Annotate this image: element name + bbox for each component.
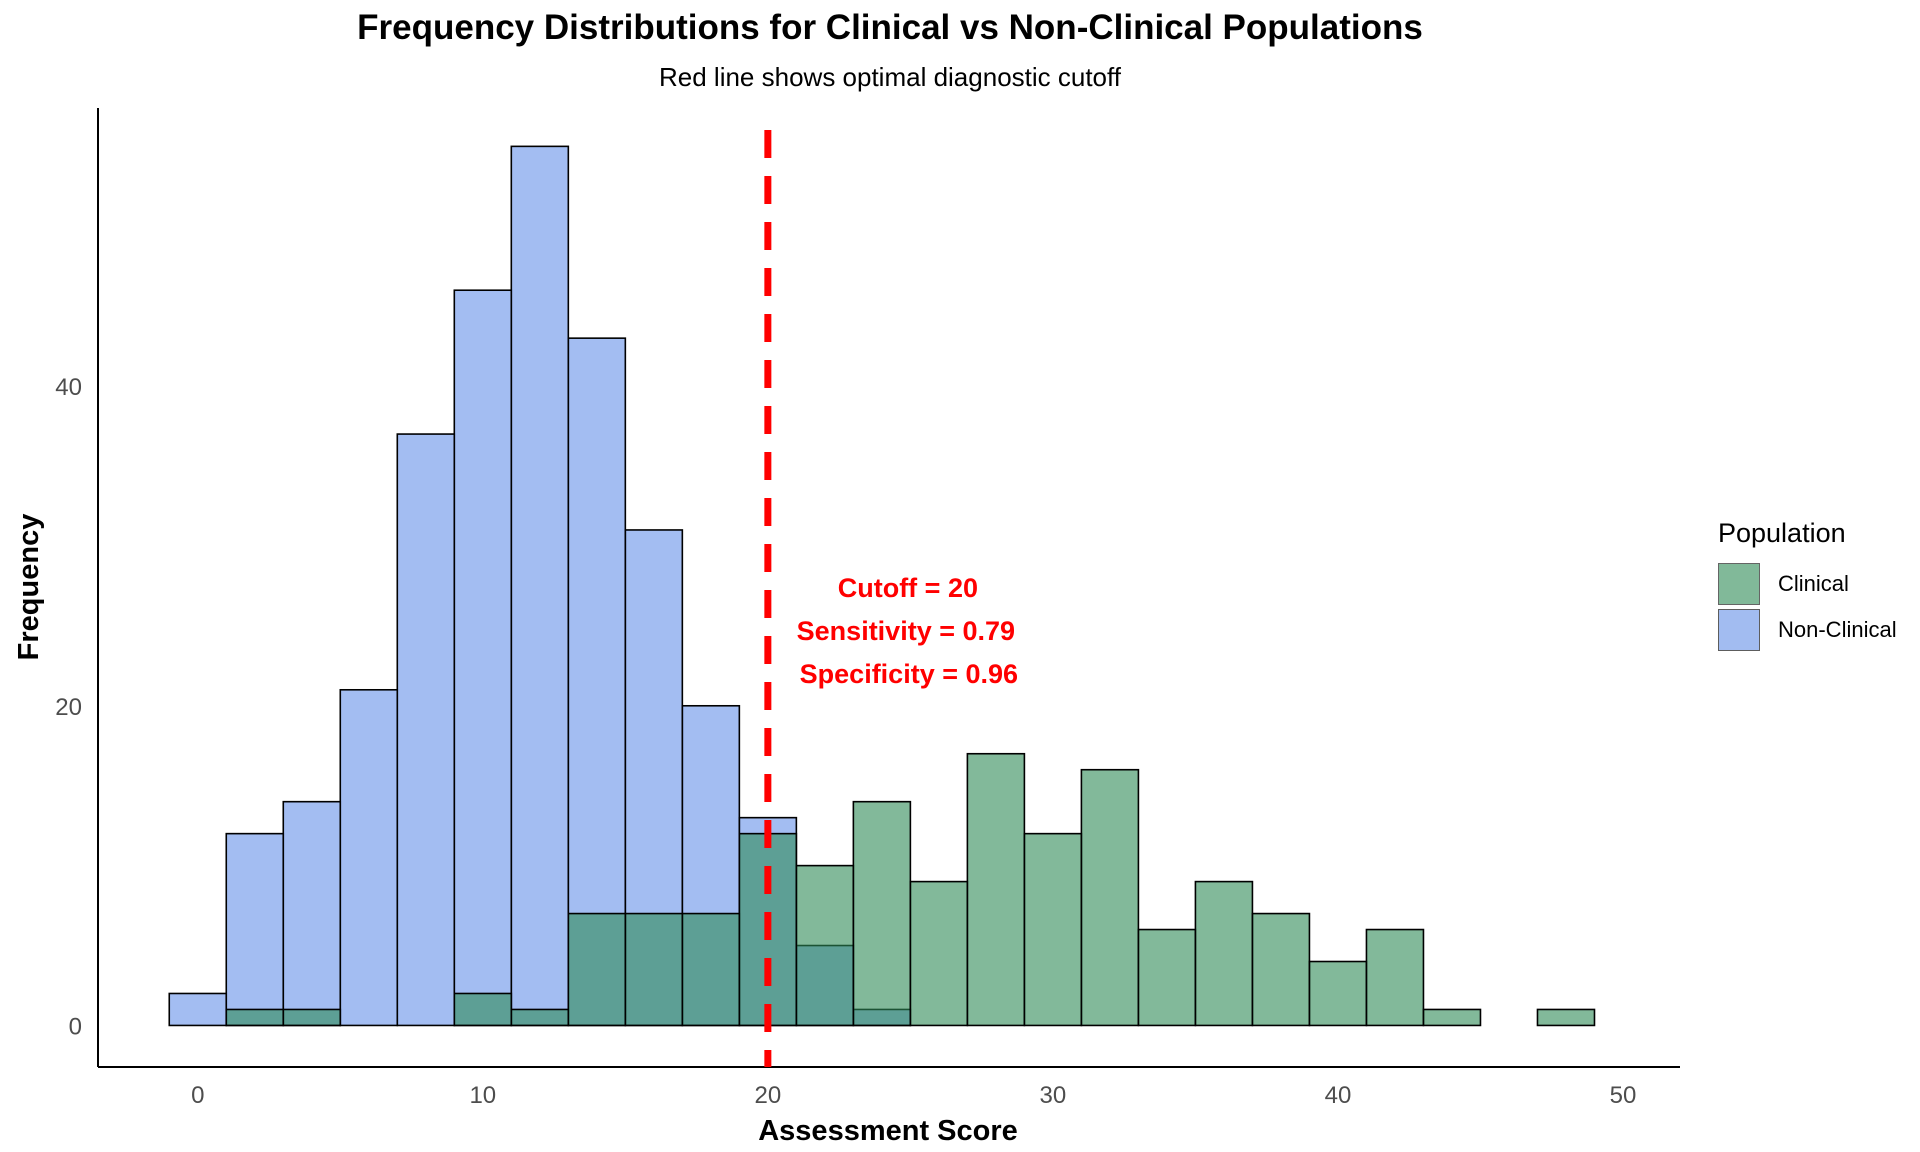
non-clinical-bar: [282, 800, 342, 1027]
non-clinical-bar: [396, 433, 456, 1027]
legend: Population Clinical Non-Clinical: [1718, 518, 1897, 653]
clinical-bar: [852, 800, 912, 1027]
x-tick-label: 10: [469, 1082, 496, 1109]
y-tick-label: 0: [69, 1013, 82, 1040]
non-clinical-bar: [339, 688, 399, 1027]
axes: [97, 108, 1680, 1068]
cutoff-annotation: Cutoff = 20: [838, 573, 978, 603]
non-clinical-bar: [225, 832, 285, 1027]
clinical-bar: [966, 752, 1026, 1027]
clinical-bars: [225, 752, 1596, 1027]
y-axis-ticks: 0 20 40: [55, 374, 82, 1040]
non-clinical-bar: [567, 337, 627, 1027]
x-tick-label: 20: [755, 1082, 782, 1109]
clinical-bar: [1365, 928, 1425, 1027]
clinical-bar: [510, 1008, 570, 1027]
chart-title: Frequency Distributions for Clinical vs …: [357, 8, 1423, 47]
clinical-bar: [1023, 832, 1083, 1027]
clinical-bar: [624, 912, 684, 1027]
clinical-bar: [1137, 928, 1197, 1027]
x-tick-label: 50: [1610, 1082, 1637, 1109]
clinical-bar: [1080, 768, 1140, 1027]
clinical-bar: [1251, 912, 1311, 1027]
sensitivity-annotation: Sensitivity = 0.79: [797, 616, 1015, 646]
clinical-bar: [681, 912, 741, 1027]
legend-title: Population: [1718, 518, 1846, 548]
clinical-bar: [282, 1008, 342, 1027]
legend-item-non-clinical: Non-Clinical: [1718, 607, 1897, 653]
clinical-bar: [567, 912, 627, 1027]
non-clinical-bar: [168, 992, 228, 1027]
non-clinical-bar: [453, 289, 513, 1027]
legend-key-clinical: [1718, 563, 1760, 605]
legend-item-clinical: Clinical: [1718, 561, 1897, 607]
clinical-bar: [1194, 880, 1254, 1027]
x-tick-label: 30: [1040, 1082, 1067, 1109]
chart-subtitle: Red line shows optimal diagnostic cutoff: [659, 62, 1121, 92]
clinical-bar: [909, 880, 969, 1027]
legend-label-clinical: Clinical: [1778, 571, 1849, 596]
non-clinical-bar: [510, 145, 570, 1027]
y-axis-title: Frequency: [13, 514, 45, 661]
clinical-bar: [453, 992, 513, 1027]
legend-key-non-clinical: [1718, 609, 1760, 651]
clinical-bar: [795, 864, 855, 1027]
clinical-bar: [1422, 1008, 1482, 1027]
clinical-bar: [1536, 1008, 1596, 1027]
x-tick-label: 0: [191, 1082, 204, 1109]
x-tick-label: 40: [1325, 1082, 1352, 1109]
legend-label-non-clinical: Non-Clinical: [1778, 617, 1897, 642]
x-axis-ticks: 0 10 20 30 40 50: [191, 1082, 1636, 1109]
y-tick-label: 40: [55, 374, 82, 401]
x-axis-title: Assessment Score: [758, 1115, 1018, 1147]
y-tick-label: 20: [55, 694, 82, 721]
clinical-bar: [225, 1008, 285, 1027]
specificity-annotation: Specificity = 0.96: [800, 659, 1018, 689]
histogram-plot: 0 10 20 30 40 50 0 20 40 Cutoff = 20 Sensitivit…: [13, 108, 1680, 1147]
clinical-bar: [1308, 960, 1368, 1027]
